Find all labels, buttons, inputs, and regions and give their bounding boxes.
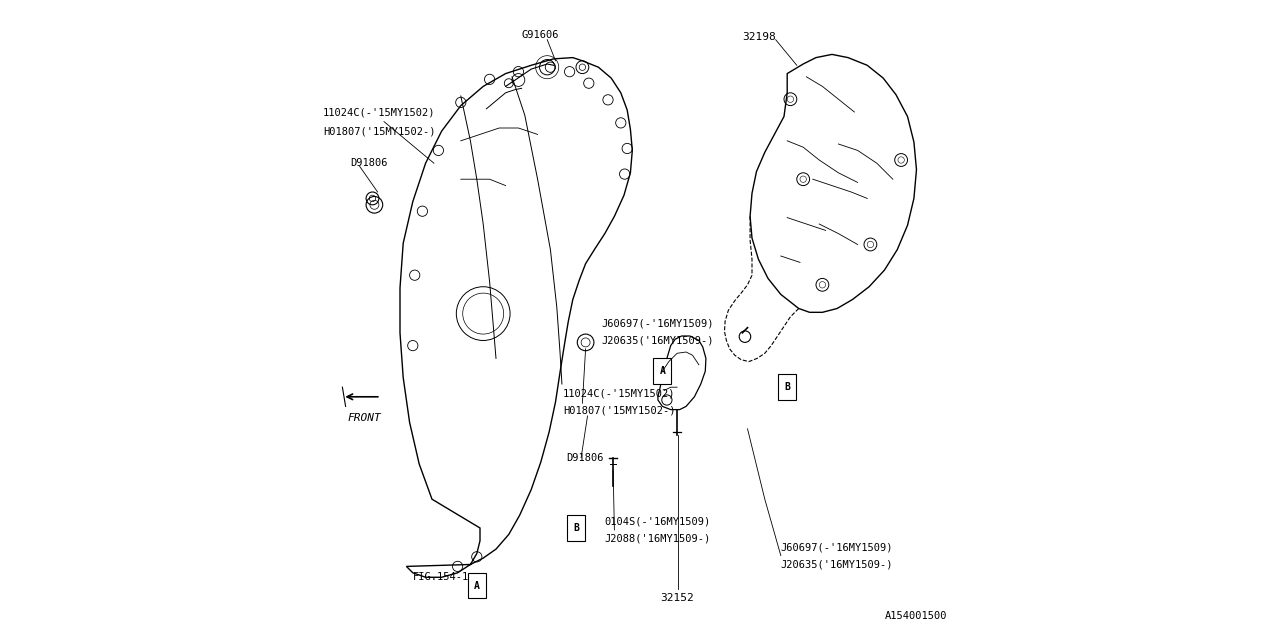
Text: J2088('16MY1509-): J2088('16MY1509-) [604,534,712,544]
FancyBboxPatch shape [654,358,672,384]
Text: 11024C(-'15MY1502): 11024C(-'15MY1502) [323,107,435,117]
Text: 0104S(-'16MY1509): 0104S(-'16MY1509) [604,516,712,527]
Text: H01807('15MY1502-): H01807('15MY1502-) [323,126,435,136]
FancyBboxPatch shape [567,515,585,541]
Text: H01807('15MY1502-): H01807('15MY1502-) [563,406,676,416]
Text: FIG.154-1: FIG.154-1 [412,572,468,582]
Text: G91606: G91606 [522,30,559,40]
Text: A: A [659,366,666,376]
Text: D91806: D91806 [351,158,388,168]
Text: J60697(-'16MY1509): J60697(-'16MY1509) [602,318,714,328]
Text: J60697(-'16MY1509): J60697(-'16MY1509) [781,542,893,552]
Text: D91806: D91806 [566,452,604,463]
Text: J20635('16MY1509-): J20635('16MY1509-) [781,559,893,570]
Text: 32198: 32198 [742,32,776,42]
Text: J20635('16MY1509-): J20635('16MY1509-) [602,335,714,346]
FancyBboxPatch shape [468,573,486,598]
FancyBboxPatch shape [778,374,796,400]
Text: A154001500: A154001500 [884,611,947,621]
Text: B: B [573,523,579,533]
Text: 32152: 32152 [660,593,694,604]
Text: B: B [785,382,790,392]
Text: 11024C(-'15MY1502): 11024C(-'15MY1502) [563,388,676,399]
Text: A: A [474,580,480,591]
Text: FRONT: FRONT [348,413,381,423]
